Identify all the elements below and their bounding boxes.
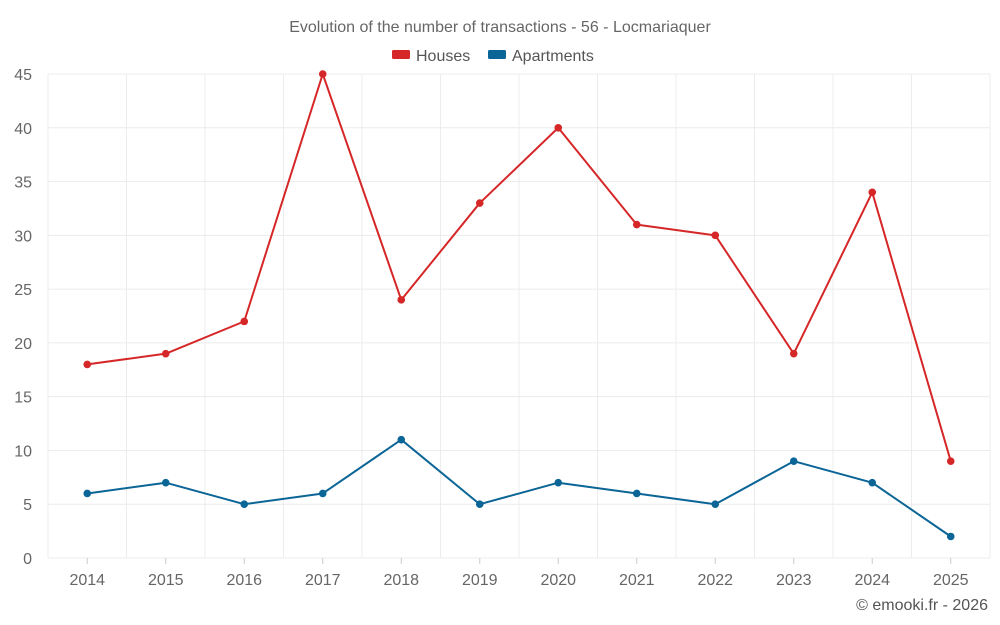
x-tick-label: 2014 <box>69 572 105 589</box>
data-point-houses[interactable] <box>475 199 484 207</box>
data-point-apartments[interactable] <box>318 489 327 498</box>
legend: Houses Apartments <box>392 48 594 65</box>
y-tick-label: 20 <box>14 336 32 353</box>
credit-text: © emooki.fr - 2026 <box>856 597 988 614</box>
x-tick-label: 2024 <box>854 572 890 589</box>
data-point-houses[interactable] <box>868 188 877 197</box>
x-tick-label: 2025 <box>933 572 969 589</box>
data-point-apartments[interactable] <box>711 500 720 509</box>
x-tick-label: 2017 <box>305 572 341 589</box>
data-point-apartments[interactable] <box>397 435 406 444</box>
y-tick-label: 45 <box>14 67 32 84</box>
series-line-houses <box>87 73 952 462</box>
x-tick-label: 2015 <box>148 572 184 589</box>
data-point-houses[interactable] <box>240 317 249 326</box>
x-tick-label: 2016 <box>226 572 262 589</box>
data-point-apartments[interactable] <box>868 478 877 487</box>
data-point-houses[interactable] <box>397 296 406 304</box>
y-tick-label: 25 <box>14 282 32 299</box>
legend-label-houses[interactable]: Houses <box>416 48 470 65</box>
data-point-apartments[interactable] <box>789 457 798 466</box>
x-tick-label: 2021 <box>619 572 655 589</box>
legend-swatch-houses <box>392 50 410 59</box>
grid <box>47 73 991 559</box>
legend-swatch-apartments <box>488 50 506 59</box>
y-tick-label: 10 <box>14 443 32 460</box>
data-point-houses[interactable] <box>554 123 563 132</box>
x-tick-label: 2018 <box>383 572 419 589</box>
chart-title: Evolution of the number of transactions … <box>289 19 711 36</box>
y-tick-label: 5 <box>23 497 32 514</box>
data-point-houses[interactable] <box>83 360 92 369</box>
data-point-apartments[interactable] <box>161 478 170 487</box>
y-tick-label: 40 <box>14 121 32 138</box>
x-tick-label: 2019 <box>462 572 498 589</box>
data-point-houses[interactable] <box>632 220 641 229</box>
x-tick-label: 2020 <box>540 572 576 589</box>
data-point-apartments[interactable] <box>475 500 484 509</box>
data-point-apartments[interactable] <box>240 500 249 509</box>
y-tick-label: 35 <box>14 175 32 192</box>
y-tick-label: 0 <box>23 551 32 568</box>
data-point-houses[interactable] <box>161 349 170 358</box>
series-line-apartments <box>87 438 952 538</box>
data-point-apartments[interactable] <box>632 489 641 498</box>
data-point-apartments[interactable] <box>946 532 955 541</box>
data-point-apartments[interactable] <box>554 478 563 487</box>
x-tick-label: 2022 <box>697 572 733 589</box>
x-tick-label: 2023 <box>776 572 812 589</box>
series <box>83 70 955 541</box>
data-point-houses[interactable] <box>789 349 798 358</box>
data-point-houses[interactable] <box>318 70 327 78</box>
data-point-houses[interactable] <box>946 457 955 466</box>
data-point-apartments[interactable] <box>83 489 92 498</box>
data-point-houses[interactable] <box>711 231 720 240</box>
y-tick-label: 30 <box>14 228 32 245</box>
legend-label-apartments[interactable]: Apartments <box>512 48 594 65</box>
y-tick-label: 15 <box>14 390 32 407</box>
